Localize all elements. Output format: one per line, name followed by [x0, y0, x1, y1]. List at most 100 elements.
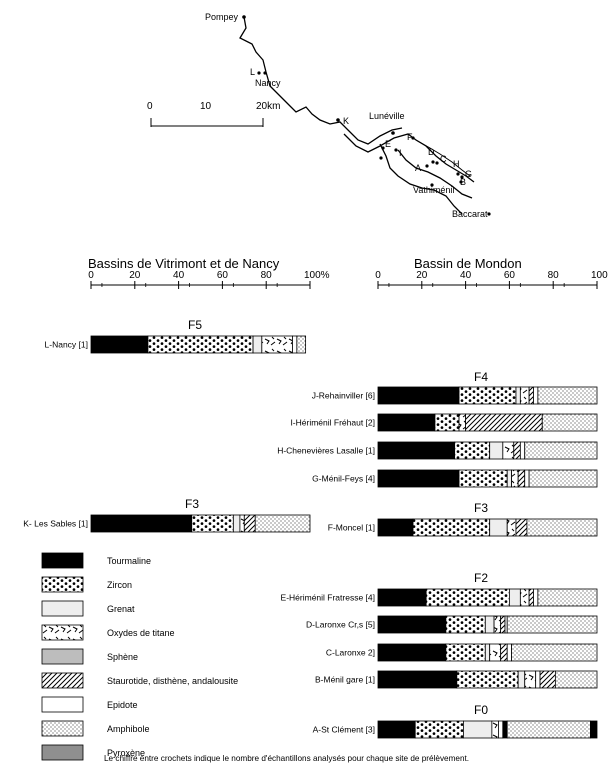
- x-tick-label-left: 20: [129, 270, 141, 281]
- bar-segment-tourmaline: [377, 588, 427, 607]
- bar-segment-staurotide: [513, 441, 521, 460]
- place-b: B: [460, 177, 466, 187]
- site-vathimenil-dot: [430, 183, 434, 187]
- place-h: H: [453, 159, 460, 169]
- row-label: L-Nancy [1]: [45, 340, 88, 350]
- place-luneville: Lunéville: [369, 111, 405, 121]
- legend-swatch-pyroxene: [41, 744, 84, 761]
- bar-segment-oxydes: [458, 413, 466, 432]
- bar-segment-oxydes: [506, 518, 517, 537]
- site-k-dot: [336, 118, 340, 122]
- place-d: D: [428, 147, 435, 157]
- legend-swatch-tourmaline: [41, 552, 84, 569]
- group-label: F3: [185, 497, 199, 511]
- bar-segment-grenat: [515, 386, 521, 405]
- legend-label-zircon: Zircon: [107, 580, 132, 590]
- bar-segment-oxydes: [489, 643, 502, 662]
- legend-label-grenat: Grenat: [107, 604, 135, 614]
- bar-segment-amphibole: [506, 720, 591, 739]
- bar-segment-oxydes: [239, 514, 245, 533]
- group-label: F4: [474, 370, 488, 384]
- place-k: K: [343, 116, 349, 126]
- bar-segment-tourmaline: [90, 514, 193, 533]
- bar-segment-grenat: [463, 720, 493, 739]
- bar-segment-zircon: [191, 514, 234, 533]
- bar-segment-staurotide: [528, 588, 534, 607]
- x-tick-label-left: 80: [261, 270, 273, 281]
- bar-segment-zircon: [434, 413, 460, 432]
- bar-segment-staurotide: [539, 670, 556, 689]
- bar-segment-grenat: [489, 518, 508, 537]
- bar-segment-amphibole: [537, 588, 598, 607]
- bar-segment-tourmaline: [590, 720, 598, 739]
- legend: Tourmaline Zircon Grenat Oxydes de titane Sp…: [41, 552, 238, 761]
- site-c-dot: [435, 161, 439, 165]
- bar-segment-grenat: [489, 441, 504, 460]
- bar-segment-zircon: [412, 518, 491, 537]
- x-tick-label-right: 0: [375, 270, 381, 281]
- bar-segment-zircon: [454, 441, 491, 460]
- row-label: F-Moncel [1]: [328, 523, 375, 533]
- place-f: F: [407, 132, 413, 142]
- bar-segment-amphibole: [524, 441, 598, 460]
- site-d-dot: [431, 160, 435, 164]
- bar-segment-epidote: [498, 720, 504, 739]
- scale-tick-0: 0: [147, 101, 153, 112]
- legend-label-tourmaline: Tourmaline: [107, 556, 151, 566]
- bar-segment-staurotide: [500, 615, 506, 634]
- bar-segment-staurotide: [515, 518, 528, 537]
- location-map: Pompey L Nancy K Lunéville F E I D C A H…: [147, 12, 491, 219]
- bars: F5 L-Nancy [1] F3 K- Les Sables [1] F4 J-Reha…: [23, 318, 598, 739]
- legend-swatch-staurotide: [41, 672, 84, 689]
- x-tick-label-right: 100%: [591, 270, 608, 281]
- river-mortagne: [397, 149, 473, 199]
- place-i: I: [399, 148, 402, 158]
- bar-segment-tourmaline: [377, 720, 416, 739]
- place-pompey: Pompey: [205, 12, 239, 22]
- bar-segment-epidote: [533, 386, 539, 405]
- bar-segment-zircon: [147, 335, 254, 354]
- bar-segment-tourmaline: [377, 643, 447, 662]
- bar-segment-oxydes: [502, 441, 515, 460]
- bar-segment-grenat: [506, 469, 512, 488]
- legend-label-epidote: Epidote: [107, 700, 138, 710]
- bar-segment-grenat: [508, 588, 521, 607]
- bar-segment-tourmaline: [90, 335, 149, 354]
- bar-segment-zircon: [445, 643, 486, 662]
- x-tick-label-left: 60: [217, 270, 229, 281]
- bar-segment-oxydes: [519, 386, 530, 405]
- bar-segment-tourmaline: [377, 386, 460, 405]
- bar-segment-epidote: [533, 588, 539, 607]
- row-label: K- Les Sables [1]: [23, 519, 88, 529]
- bar-segment-amphibole: [537, 386, 598, 405]
- site-luneville-dot: [391, 131, 395, 135]
- bar-segment-epidote: [524, 469, 530, 488]
- bar-segment-grenat: [484, 615, 495, 634]
- site-pompey-dot: [242, 15, 246, 19]
- site-b-dot: [459, 180, 463, 184]
- group-label: F3: [474, 501, 488, 515]
- site-i-dot: [394, 148, 398, 152]
- scale-bar: 0 10 20km: [147, 101, 280, 127]
- legend-label-pyroxene: Pyroxène: [107, 748, 145, 758]
- site-f-dot: [411, 136, 415, 140]
- legend-swatch-amphibole: [41, 720, 84, 737]
- x-tick-label-left: 40: [173, 270, 185, 281]
- place-baccarat: Baccarat: [452, 209, 488, 219]
- scale-tick-10: 10: [200, 101, 212, 112]
- bar-segment-grenat: [517, 670, 526, 689]
- bar-segment-tourmaline: [377, 441, 456, 460]
- group-label: F2: [474, 571, 488, 585]
- x-tick-label-right: 80: [548, 270, 560, 281]
- place-l-letter: L: [250, 67, 255, 77]
- row-label: J-Rehainviller [6]: [312, 391, 375, 401]
- place-e: E: [385, 139, 391, 149]
- bar-segment-amphibole: [254, 514, 311, 533]
- legend-swatch-sphene: [41, 648, 84, 665]
- legend-swatch-oxydes: [41, 624, 84, 641]
- place-c: C: [440, 154, 447, 164]
- bar-segment-epidote: [292, 335, 298, 354]
- legend-label-amphibole: Amphibole: [107, 724, 150, 734]
- site-e-dot: [381, 146, 385, 150]
